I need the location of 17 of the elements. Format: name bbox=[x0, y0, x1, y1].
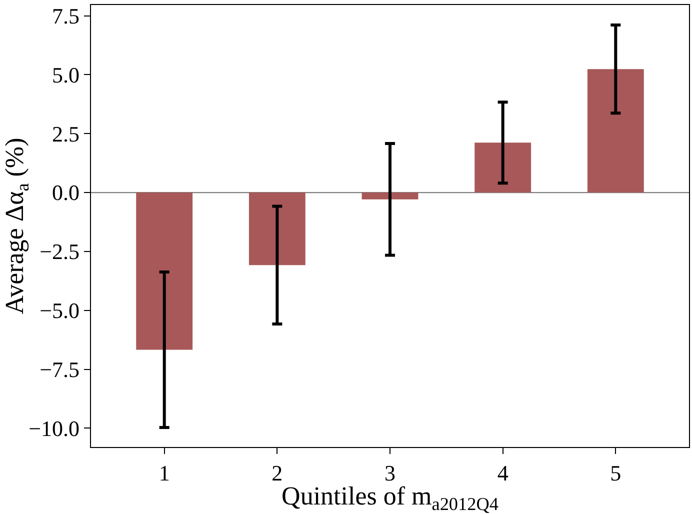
bar bbox=[136, 192, 193, 350]
y-tick-label: −5.0 bbox=[40, 298, 80, 324]
y-tick-label: −10.0 bbox=[28, 416, 80, 441]
bar bbox=[587, 69, 644, 193]
x-tick-label: 4 bbox=[497, 460, 508, 486]
x-tick-label: 2 bbox=[272, 460, 283, 486]
y-tick-label: 0.0 bbox=[52, 180, 80, 206]
x-tick-label: 5 bbox=[610, 460, 622, 486]
x-tick-label: 1 bbox=[158, 460, 170, 486]
bar bbox=[248, 192, 306, 266]
bar bbox=[362, 192, 418, 200]
y-tick-label: −7.5 bbox=[40, 356, 80, 382]
y-tick-label: 2.5 bbox=[52, 121, 80, 146]
y-tick-label: 5.0 bbox=[52, 62, 80, 88]
bar bbox=[474, 142, 532, 193]
y-tick-label: −2.5 bbox=[40, 239, 80, 264]
y-tick-label: 7.5 bbox=[52, 4, 80, 29]
